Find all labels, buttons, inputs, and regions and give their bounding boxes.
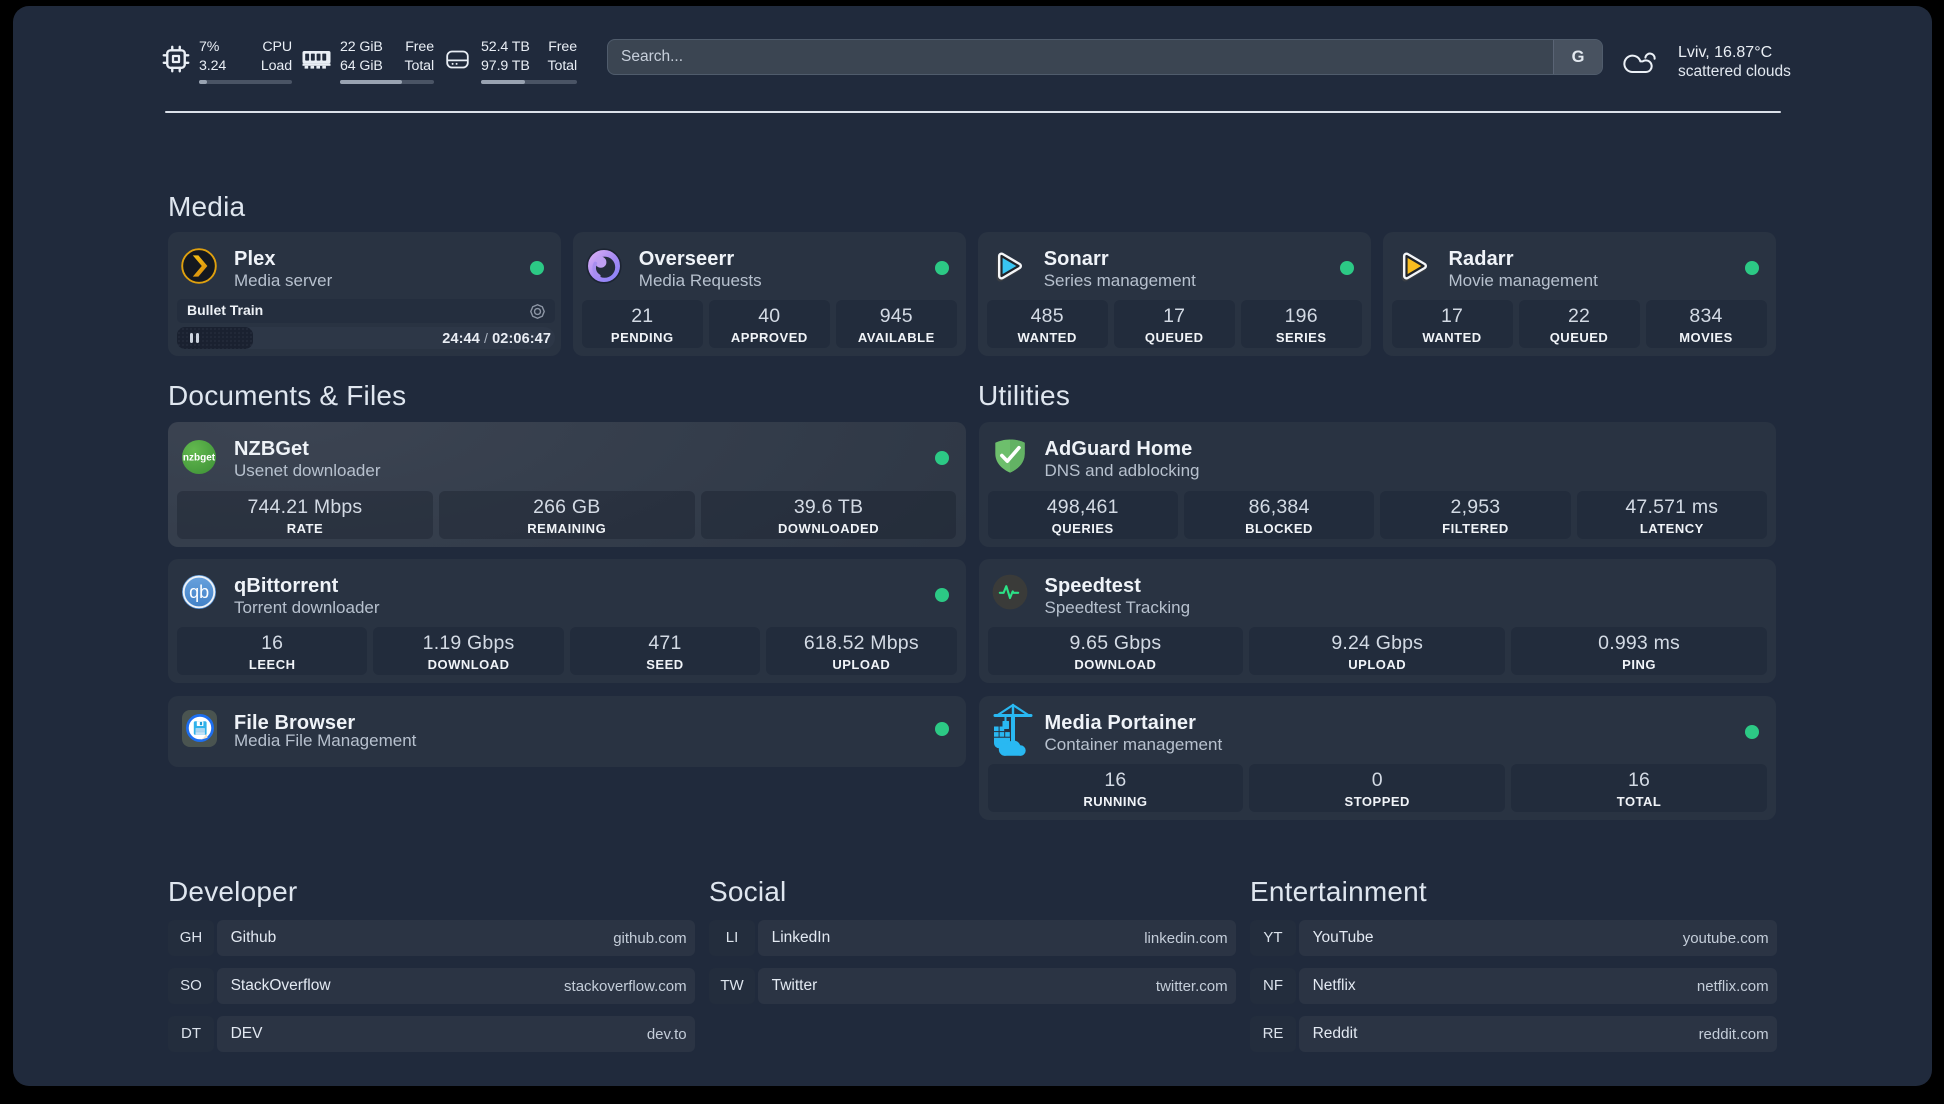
svg-text:qb: qb: [189, 582, 209, 602]
svg-text:nzbget: nzbget: [183, 452, 216, 463]
